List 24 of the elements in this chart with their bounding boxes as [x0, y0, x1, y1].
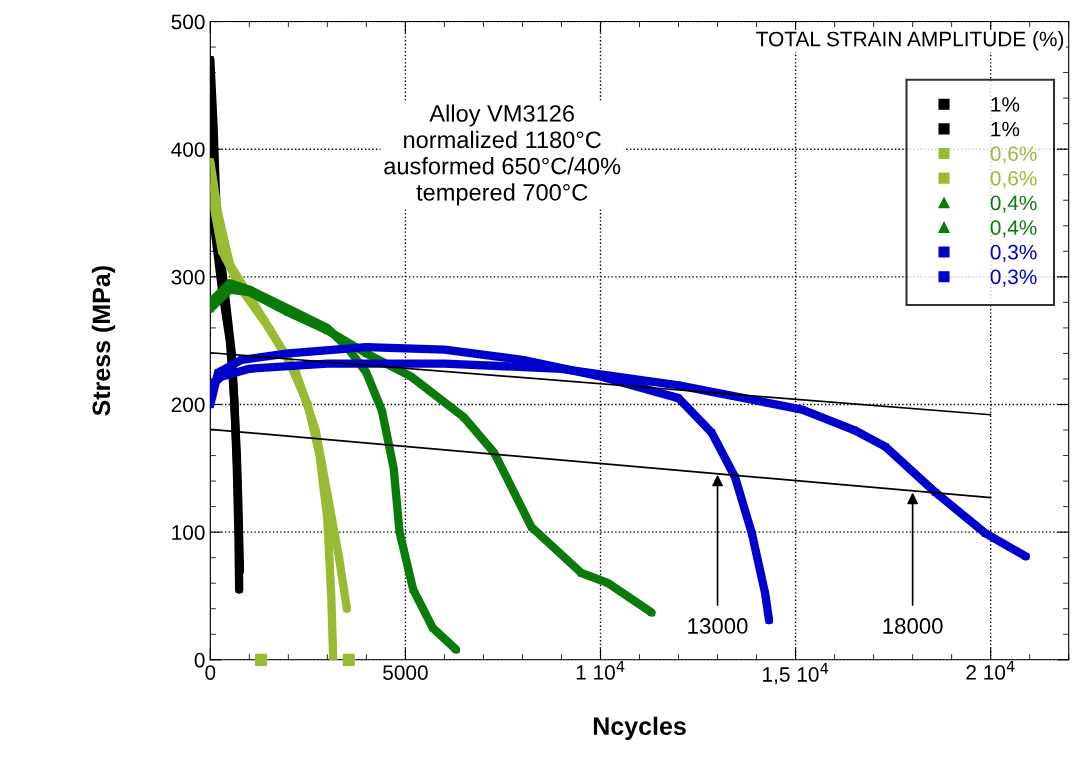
legend-label: 0,6% [990, 146, 1037, 164]
y-tick-label: 300 [171, 269, 205, 285]
x-axis-title: Ncycles [593, 716, 686, 740]
legend-label: 1% [991, 97, 1020, 112]
x-tick-label: 5000 [383, 665, 428, 680]
annotation: 13000 [688, 618, 748, 634]
legend-label: 0,4% [990, 220, 1037, 238]
legend-label: 0,4% [990, 195, 1037, 213]
y-tick-label: 500 [171, 14, 205, 30]
legend-label: 0,3% [990, 244, 1037, 263]
legend-label: 0,6% [990, 170, 1037, 189]
x-tick-label: 1 10$^{4}$ [576, 661, 625, 680]
legend-label: 1% [991, 121, 1020, 137]
x-tick-label: 2 10$^{4}$ [966, 661, 1015, 680]
x-tick-label: 0 [205, 665, 216, 680]
annotation: Alloy VM3126 normalized 1180°C ausformed 650°C/40% tempered 700°C [384, 104, 621, 206]
y-tick-label: 400 [171, 142, 205, 157]
y-tick-label: 200 [171, 397, 205, 413]
y-tick-label: 100 [172, 525, 205, 540]
x-tick-label: 1,5 10$^{4}$ [763, 663, 829, 685]
annotation: 18000 [883, 618, 943, 634]
legend-title: TOTAL STRAIN AMPLITUDE (%) [756, 31, 1064, 51]
legend-label: 0,3% [990, 269, 1037, 287]
y-axis-title: Stress (MPa) [91, 266, 116, 416]
